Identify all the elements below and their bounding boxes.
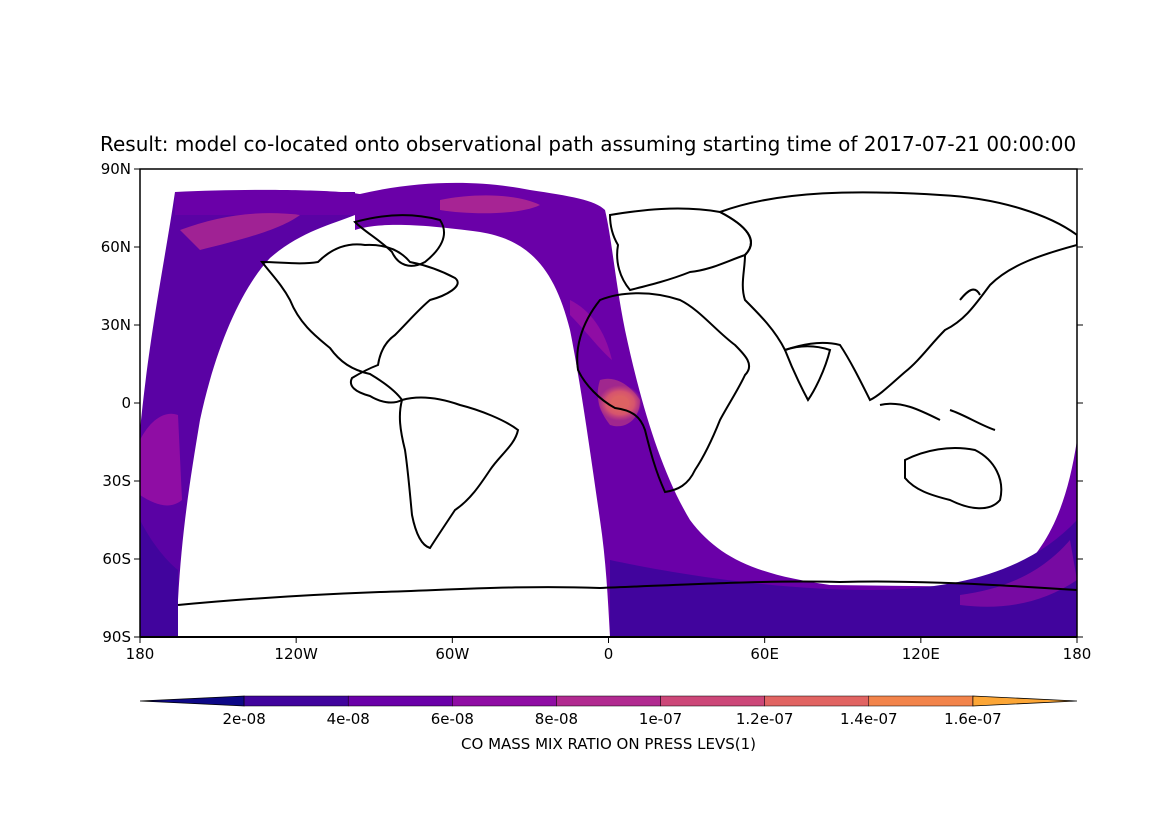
- coast-south-america: [398, 396, 520, 550]
- colorbar-tick-label: 6e-08: [431, 710, 474, 728]
- colorbar-band: [243, 695, 349, 707]
- y-tick-label: 30S: [102, 472, 131, 490]
- observation-swath: [140, 182, 1077, 637]
- colorbar-band: [764, 695, 870, 707]
- coastlines: [177, 191, 1077, 606]
- coast-australia: [904, 447, 1003, 510]
- colorbar-tick-label: 1.4e-07: [840, 710, 898, 728]
- y-tick-label: 90S: [102, 628, 131, 646]
- x-tick-label: 60E: [750, 645, 779, 663]
- swath-arctic-high: [440, 195, 540, 214]
- colorbar-tick-label: 2e-08: [222, 710, 265, 728]
- y-tick-label: 60N: [101, 238, 131, 256]
- x-tick-label: 120E: [902, 645, 940, 663]
- colorbar-band: [660, 695, 765, 707]
- x-tick-label: 120W: [274, 645, 318, 663]
- y-tick-label: 90N: [101, 160, 131, 178]
- coast-europe: [608, 207, 752, 292]
- colorbar-extend-max: [972, 695, 1078, 707]
- swath-south-east: [960, 540, 1077, 607]
- colorbar-tick-label: 1.2e-07: [736, 710, 794, 728]
- coast-indonesia: [879, 402, 996, 431]
- colorbar-band: [452, 695, 557, 707]
- x-tick-label: 60W: [435, 645, 469, 663]
- coast-north-america: [259, 243, 459, 404]
- colorbar-band: [868, 695, 974, 707]
- coast-india: [783, 345, 832, 402]
- coast-greenland: [353, 214, 445, 267]
- swath-atlantic-mid: [570, 300, 612, 360]
- coast-asia: [717, 191, 1077, 402]
- chart-title: Result: model co-located onto observatio…: [100, 132, 1077, 156]
- swath-pacific-purple: [140, 413, 182, 506]
- coast-africa: [576, 292, 751, 494]
- x-tick-label: 180: [126, 645, 155, 663]
- y-tick-label: 30N: [101, 316, 131, 334]
- swath-southern-band: [610, 520, 1077, 637]
- y-tick-label: 0: [121, 394, 131, 412]
- colorbar-tick-label: 1.6e-07: [944, 710, 1002, 728]
- colorbar-extend-min-band: [139, 695, 245, 707]
- y-tick-label: 60S: [102, 550, 131, 568]
- x-tick-label: 0: [604, 645, 614, 663]
- coast-antarctica: [177, 580, 1077, 606]
- colorbar-tick-label: 1e-07: [639, 710, 682, 728]
- x-tick-label: 180: [1063, 645, 1092, 663]
- coast-japan: [959, 288, 981, 301]
- colorbar-band: [556, 695, 661, 707]
- swath-gulf-guinea: [597, 378, 640, 427]
- colorbar-label: CO MASS MIX RATIO ON PRESS LEVS(1): [461, 735, 756, 753]
- colorbar-band: [347, 695, 453, 707]
- swath-north-arc: [140, 192, 355, 637]
- swath-west-band: [140, 520, 178, 637]
- x-axis-ticks: 180 120W 60W 0 60E 120E 180: [126, 637, 1092, 663]
- colorbar: 2e-08 4e-08 6e-08 8e-08 1e-07 1.2e-07 1.4e-07 1…: [139, 695, 1078, 728]
- swath-north-high: [180, 213, 300, 250]
- y-axis-ticks: 90N 60N 30N 0 30S 60S 90S: [101, 160, 1083, 646]
- colorbar-tick-label: 4e-08: [327, 710, 370, 728]
- colorbar-tick-label: 8e-08: [535, 710, 578, 728]
